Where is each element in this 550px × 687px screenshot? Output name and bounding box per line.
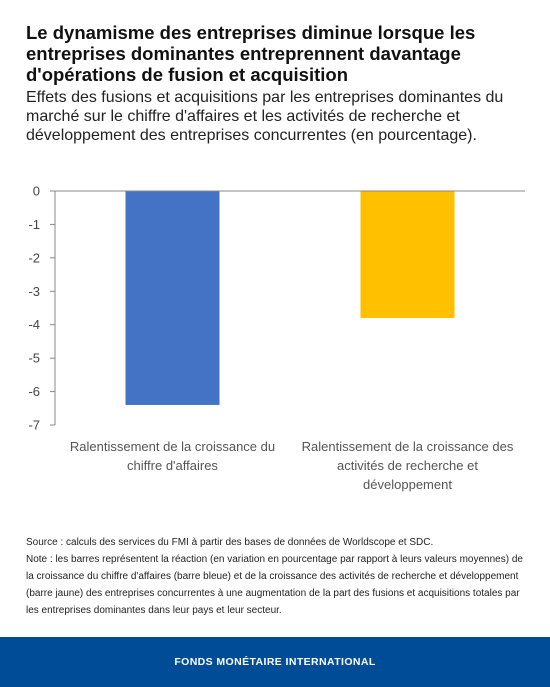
source-note: Source : calculs des services du FMI à p… (26, 537, 434, 548)
chart-title: Le dynamisme des entreprises diminue lor… (26, 22, 476, 85)
imf-logo-text: FONDS MONÉTAIRE INTERNATIONAL (174, 656, 376, 668)
category-label: activités de recherche et (337, 458, 478, 473)
y-tick-label: -5 (28, 351, 40, 366)
y-tick-label: -3 (28, 284, 40, 299)
y-tick-label: -2 (28, 250, 40, 265)
y-tick-label: -1 (28, 217, 40, 232)
y-tick-label: -6 (28, 384, 40, 399)
category-label: chiffre d'affaires (127, 458, 218, 473)
category-label: Ralentissement de la croissance du (70, 439, 275, 454)
footer-banner: FONDS MONÉTAIRE INTERNATIONAL (0, 637, 550, 687)
category-label: développement (363, 477, 452, 492)
y-tick-label: -4 (28, 317, 40, 332)
category-label: Ralentissement de la croissance des (302, 439, 514, 454)
bar (125, 191, 220, 405)
y-tick-label: -7 (28, 418, 40, 433)
chart-notes: Source : calculs des services du FMI à p… (26, 534, 531, 619)
bar-chart: 0 -1 -2 -3 -4 -5 -6 -7 Ralentissement de la croi… (28, 184, 525, 492)
explanatory-note: Note : les barres représentent la réacti… (26, 554, 523, 616)
chart-subtitle: Effets des fusions et acquisitions par l… (26, 89, 504, 144)
bar (360, 191, 455, 319)
y-tick-label: 0 (33, 184, 40, 199)
